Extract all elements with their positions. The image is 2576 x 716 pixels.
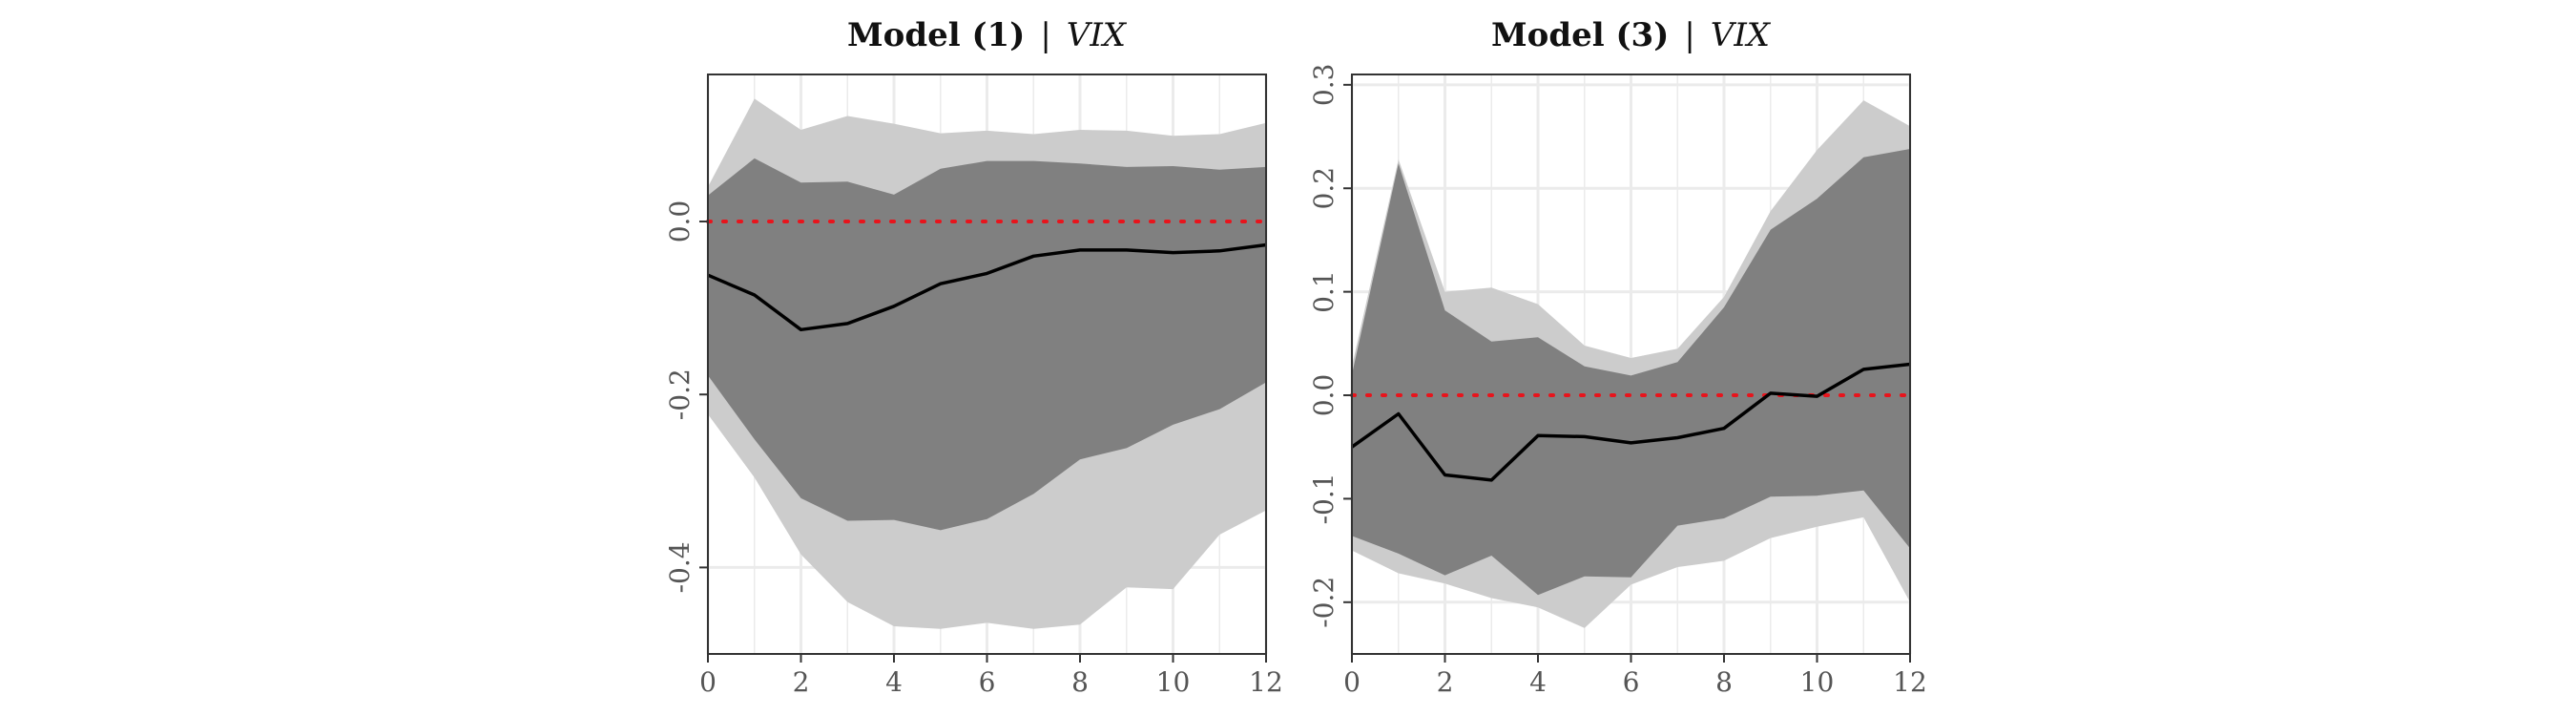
x-tick-label: 8: [1071, 666, 1089, 698]
y-tick-label: 0.0: [1308, 374, 1340, 417]
y-tick-label: -0.2: [1308, 577, 1340, 628]
x-tick-label: 0: [699, 666, 717, 698]
chart-title-series: VIX: [1711, 16, 1772, 54]
y-tick-label: 0.1: [1308, 270, 1340, 313]
x-tick-label: 12: [1249, 666, 1283, 698]
y-tick-label: -0.2: [664, 369, 696, 420]
y-tick-label: 0.3: [1308, 64, 1340, 107]
chart-panel-2: 0 2 4 6 8 10 12 0.3 0.2 0.1 0.0 -0.1 -0.2 Model (3) | V…: [1308, 16, 1927, 698]
inner-confidence-band: [1352, 149, 1910, 596]
x-tick-label: 6: [1623, 666, 1640, 698]
chart-title: Model (1) | VIX: [847, 16, 1128, 54]
chart-title-main: Model (1): [847, 16, 1025, 54]
chart-title-main: Model (3): [1491, 16, 1669, 54]
chart-title-separator: |: [1684, 16, 1694, 54]
x-tick-label: 0: [1343, 666, 1361, 698]
x-tick-label: 2: [1437, 666, 1454, 698]
x-tick-label: 4: [885, 666, 903, 698]
chart-panel-1: 0 2 4 6 8 10 12 0.0 -0.2 -0.4 Model (1) | VIX: [664, 16, 1283, 698]
x-tick-label: 2: [793, 666, 810, 698]
chart-title-separator: |: [1040, 16, 1050, 54]
chart-title-series: VIX: [1067, 16, 1128, 54]
x-tick-label: 6: [979, 666, 996, 698]
chart-title: Model (3) | VIX: [1491, 16, 1772, 54]
x-tick-label: 4: [1529, 666, 1547, 698]
estimate-line: [707, 242, 1267, 332]
x-tick-label: 10: [1156, 666, 1191, 698]
y-tick-label: -0.1: [1308, 473, 1340, 524]
x-tick-label: 12: [1893, 666, 1927, 698]
estimate-line: [1350, 362, 1911, 482]
x-tick-label: 10: [1800, 666, 1835, 698]
y-tick-label: 0.2: [1308, 167, 1340, 210]
y-tick-label: 0.0: [664, 200, 696, 243]
y-tick-label: -0.4: [664, 541, 696, 593]
x-tick-label: 8: [1715, 666, 1733, 698]
